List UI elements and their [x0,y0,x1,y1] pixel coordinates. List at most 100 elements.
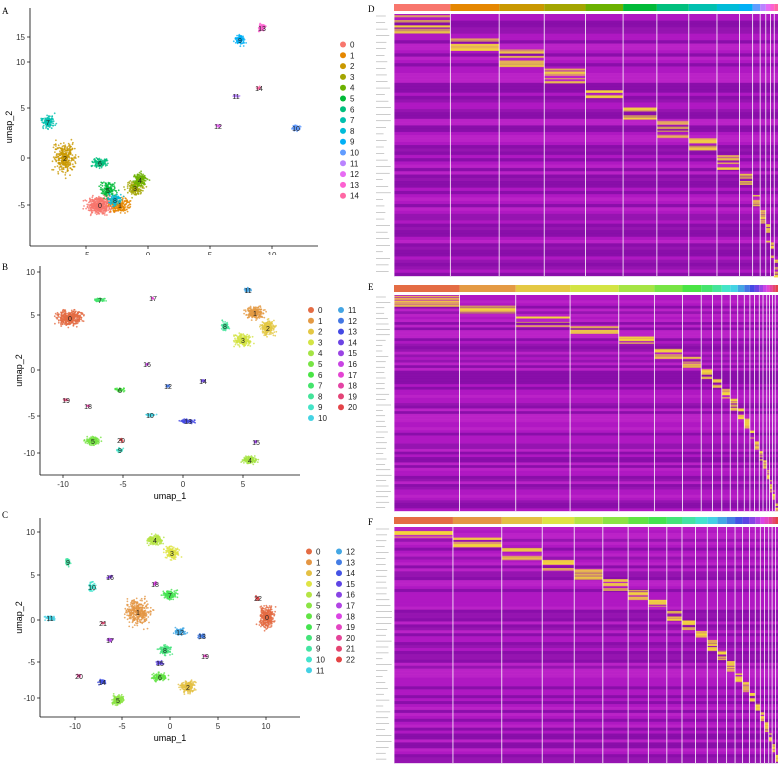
cluster-color-bar [744,285,750,292]
heatmap-e [376,285,778,512]
cluster-label: 7 [46,120,50,127]
cluster-color-bar [739,4,753,11]
cluster-label: 9 [238,38,242,45]
cluster-label: 8 [113,198,117,205]
cluster-label: 6 [158,675,162,682]
legend-swatch [306,602,312,609]
legend-label: 8 [316,634,321,643]
legend-label: 1 [350,51,355,60]
cluster-label: 2 [186,685,190,692]
legend-label: 13 [348,328,357,337]
legend-label: 11 [316,666,325,675]
x-tick-label: -10 [69,722,81,731]
legend-swatch [336,580,342,587]
panel-letter-a: A [2,6,9,16]
cluster-color-bar [394,285,460,292]
legend-swatch [306,570,312,577]
cluster-color-bar [765,4,771,11]
legend-label: 17 [346,602,355,611]
cluster-color-bar [768,517,773,524]
legend-swatch [338,339,344,346]
cluster-label: 7 [98,298,102,305]
legend-swatch [338,393,344,400]
cluster-color-bar [688,4,717,11]
heatmap-d [376,4,778,278]
legend-label: 1 [316,558,321,567]
cluster-color-bar [760,4,766,11]
legend-swatch [338,317,344,324]
panel-letter-d: D [368,4,375,14]
cluster-label: 4 [153,538,157,545]
cluster-color-bar [737,285,745,292]
legend-label: 21 [346,645,355,654]
cluster-color-bar [752,4,761,11]
legend-swatch [340,171,346,178]
cluster-color-bar [628,517,649,524]
cluster-label: 10 [146,413,154,420]
legend-swatch [306,656,312,663]
legend-swatch [306,634,312,641]
legend-swatch [336,591,342,598]
x-tick-label: -5 [82,251,90,255]
legend-swatch [336,570,342,577]
x-tick-label: 0 [168,722,173,731]
legend-label: 12 [350,170,359,179]
cluster-color-bar [682,517,696,524]
legend-swatch [338,404,344,411]
y-tick-label: 5 [21,104,26,113]
legend-swatch [308,404,314,411]
cluster-color-bar [716,4,740,11]
cluster-label: 19 [62,398,70,405]
legend-label: 14 [348,338,357,347]
cluster-color-bar [772,517,776,524]
legend-label: 20 [348,403,357,412]
cluster-label: 20 [117,438,125,445]
y-tick-label: 0 [21,154,26,163]
heatmap-cells [394,527,778,764]
cluster-color-bar [770,4,775,11]
cluster-color-bar [574,517,603,524]
legend-swatch [340,181,346,188]
cluster-color-bar [774,4,778,11]
legend-swatch [336,548,342,555]
cluster-color-bar [394,517,453,524]
cluster-color-bar [775,517,778,524]
cluster-label: 3 [241,338,245,345]
cluster-color-bar [654,285,683,292]
cluster-label: 3 [133,186,137,193]
legend-label: 6 [316,612,321,621]
legend-label: 12 [348,317,357,326]
cluster-label: 11 [46,616,53,623]
umap-points [40,22,302,217]
cluster-label: 12 [214,124,222,131]
cluster-color-bar [602,517,629,524]
cluster-label: 14 [255,86,263,93]
cluster-color-bar [764,517,769,524]
cluster-label: 3 [170,551,174,558]
legend-label: 8 [350,127,355,136]
legend-swatch [308,317,314,324]
legend-label: 17 [348,371,357,380]
legend-label: 19 [346,623,355,632]
cluster-label: 12 [164,384,172,391]
legend-swatch [338,361,344,367]
legend-swatch [340,95,346,102]
cluster-color-bar [618,285,655,292]
cluster-label: 0 [68,316,72,323]
legend-label: 2 [318,328,323,337]
legend-label: 4 [316,591,321,600]
legend-swatch [308,328,314,335]
cluster-color-bar [542,517,575,524]
cluster-label: 8 [163,648,167,655]
cluster-label: 22 [254,596,262,603]
legend-label: 4 [350,84,355,93]
cluster-color-bar [585,4,624,11]
legend-label: 9 [316,645,321,654]
cluster-color-bar [754,285,760,292]
y-tick-label: 5 [31,311,36,320]
cluster-color-bar [721,285,731,292]
legend-swatch [336,645,342,652]
y-tick-label: 0 [31,616,36,625]
cluster-label: 1 [136,610,140,617]
